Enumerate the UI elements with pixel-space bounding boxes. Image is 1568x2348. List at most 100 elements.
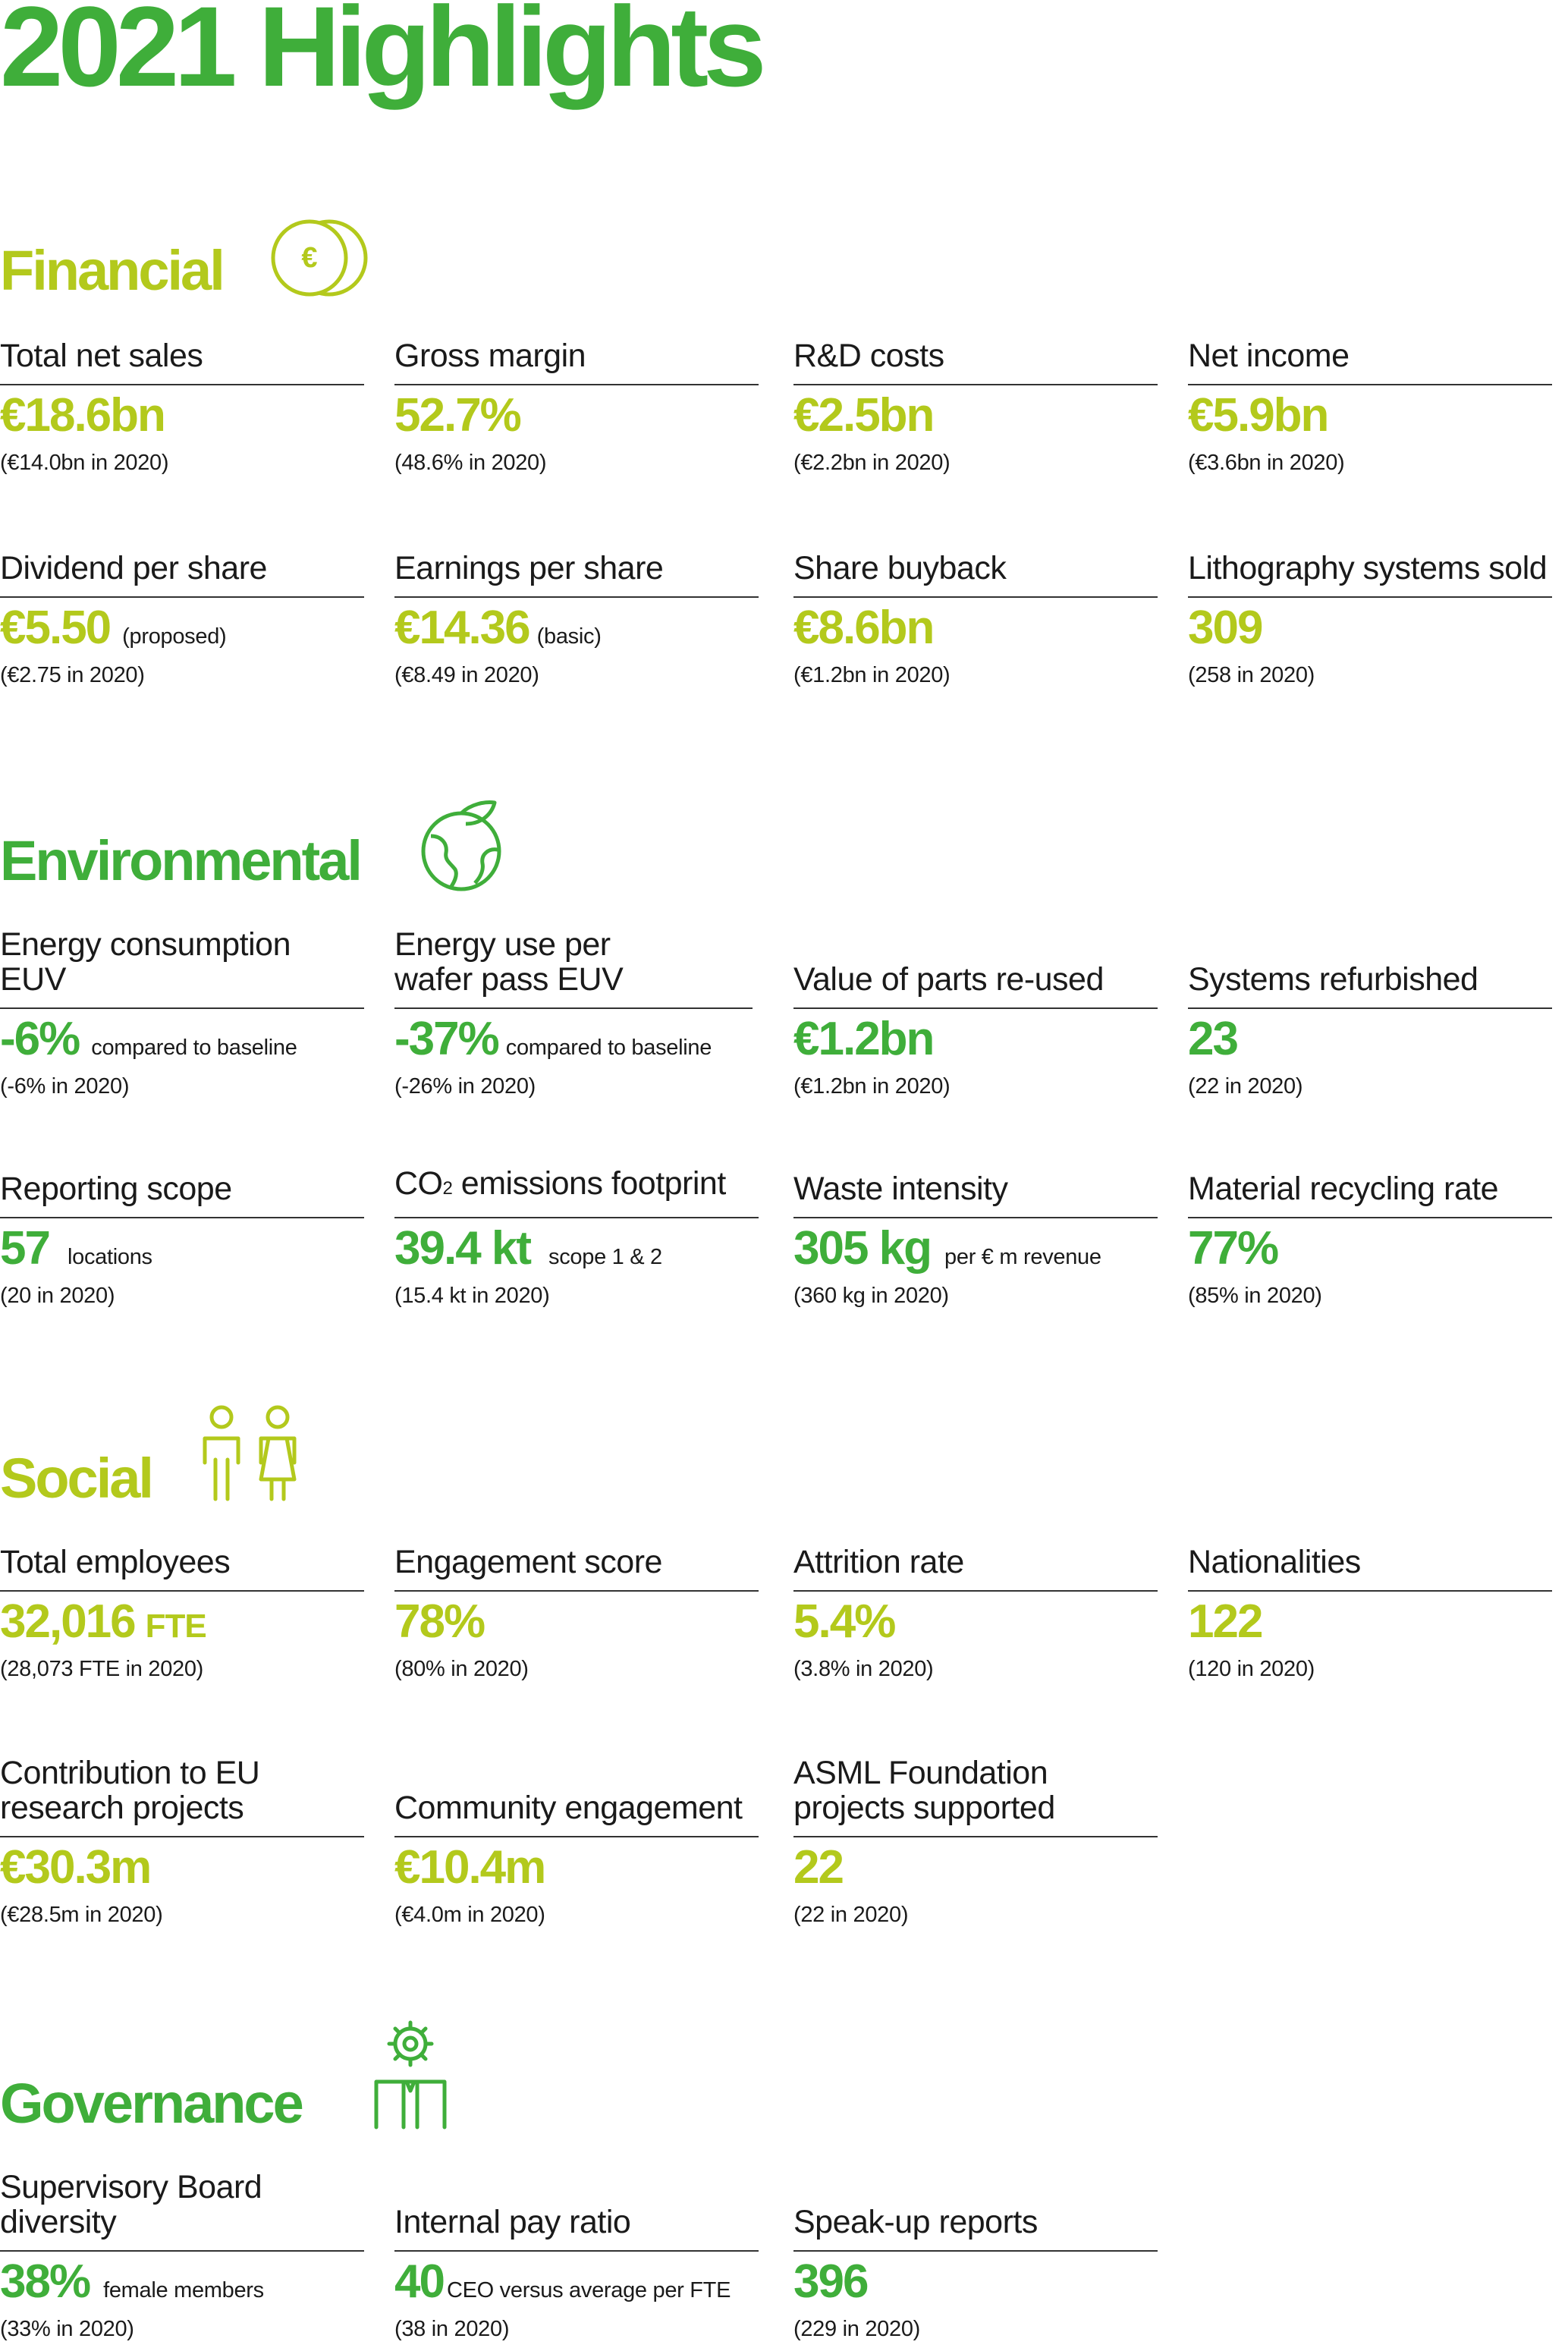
stat-prior-year: (28,073 FTE in 2020) xyxy=(0,1657,204,1681)
divider xyxy=(793,596,1158,598)
divider xyxy=(793,1217,1158,1218)
stat-label: Contribution to EU research projects xyxy=(0,1755,260,1826)
divider xyxy=(0,1217,364,1218)
globe-leaf-icon xyxy=(421,800,501,891)
stat-label: Waste intensity xyxy=(793,1171,1008,1207)
stat-value: -37% xyxy=(394,1013,500,1065)
divider xyxy=(793,384,1158,385)
people-icon xyxy=(203,1405,297,1501)
stat-prior-year: (258 in 2020) xyxy=(1188,663,1315,687)
financial-heading: Financial xyxy=(0,239,225,302)
stat-prior-year: (€3.6bn in 2020) xyxy=(1188,451,1345,475)
stat-value: 23 xyxy=(1188,1013,1239,1065)
stat-value: 122 xyxy=(1188,1595,1263,1648)
stat-value: €18.6bn xyxy=(0,389,166,442)
stat-value: €1.2bn xyxy=(793,1013,935,1065)
stat-qualifier: compared to baseline xyxy=(91,1036,297,1060)
divider xyxy=(394,2250,759,2252)
stat-prior-year: (120 in 2020) xyxy=(1188,1657,1315,1681)
stat-prior-year: (80% in 2020) xyxy=(394,1657,529,1681)
stat-prior-year: (360 kg in 2020) xyxy=(793,1284,949,1308)
divider xyxy=(1188,596,1552,598)
gear-person-icon xyxy=(374,2020,447,2130)
stat-value: 22 xyxy=(793,1841,844,1894)
stat-label: Nationalities xyxy=(1188,1544,1361,1580)
stat-prior-year: (€14.0bn in 2020) xyxy=(0,451,169,475)
stat-label: Earnings per share xyxy=(394,550,664,586)
stat-value: 396 xyxy=(793,2255,869,2308)
divider xyxy=(0,384,364,385)
stat-qualifier: female members xyxy=(103,2278,264,2302)
stat-value: €8.6bn xyxy=(793,602,935,654)
divider xyxy=(1188,1007,1552,1009)
stat-value: 5.4% xyxy=(793,1595,896,1648)
stat-value: 78% xyxy=(394,1595,485,1648)
stat-label: Net income xyxy=(1188,338,1350,374)
stat-label: Value of parts re-used xyxy=(793,961,1104,998)
stat-value: 32,016 xyxy=(0,1595,137,1648)
divider xyxy=(394,1007,753,1009)
stat-prior-year: (€2.75 in 2020) xyxy=(0,663,145,687)
stat-prior-year: (85% in 2020) xyxy=(1188,1284,1322,1308)
divider xyxy=(394,596,759,598)
stat-prior-year: (33% in 2020) xyxy=(0,2317,134,2341)
stat-prior-year: (€1.2bn in 2020) xyxy=(793,1074,951,1099)
stat-value: €5.9bn xyxy=(1188,389,1329,442)
stat-value: €2.5bn xyxy=(793,389,935,442)
stat-label: Community engagement xyxy=(394,1790,743,1826)
governance-heading: Governance xyxy=(0,2072,304,2135)
stat-qualifier: per € m revenue xyxy=(944,1245,1101,1269)
stat-qualifier: compared to baseline xyxy=(505,1036,712,1060)
stat-label: Material recycling rate xyxy=(1188,1171,1499,1207)
divider xyxy=(0,1836,364,1837)
stat-prior-year: (48.6% in 2020) xyxy=(394,451,547,475)
euro-coins-icon: € xyxy=(271,219,368,297)
stat-prior-year: (€4.0m in 2020) xyxy=(394,1903,545,1927)
stat-unit: FTE xyxy=(145,1608,207,1645)
stat-value: 305 kg xyxy=(793,1222,932,1275)
stat-label: CO2 emissions footprint xyxy=(394,1165,726,1202)
stat-value: €14.36 xyxy=(394,602,531,654)
stat-prior-year: (22 in 2020) xyxy=(793,1903,909,1927)
stat-label: Gross margin xyxy=(394,338,586,374)
divider xyxy=(793,2250,1158,2252)
stat-value: 39.4 kt xyxy=(394,1222,532,1275)
stat-value: 309 xyxy=(1188,602,1263,654)
stat-value: 40 xyxy=(394,2255,445,2308)
stat-label: Engagement score xyxy=(394,1544,662,1580)
stat-prior-year: (3.8% in 2020) xyxy=(793,1657,934,1681)
divider xyxy=(1188,1590,1552,1592)
stat-value: €5.50 xyxy=(0,602,112,654)
stat-prior-year: (-6% in 2020) xyxy=(0,1074,130,1099)
page-title: 2021 Highlights xyxy=(0,0,767,110)
stat-prior-year: (15.4 kt in 2020) xyxy=(394,1284,550,1308)
divider xyxy=(394,1217,759,1218)
stat-label: Lithography systems sold xyxy=(1188,550,1548,586)
divider xyxy=(0,2250,364,2252)
stat-label: Attrition rate xyxy=(793,1544,964,1580)
stat-prior-year: (€8.49 in 2020) xyxy=(394,663,539,687)
stat-qualifier: (basic) xyxy=(536,624,602,649)
divider xyxy=(793,1836,1158,1837)
stat-value: 52.7% xyxy=(394,389,522,442)
stat-label: Supervisory Board diversity xyxy=(0,2169,262,2240)
stat-prior-year: (€2.2bn in 2020) xyxy=(793,451,951,475)
stat-prior-year: (229 in 2020) xyxy=(793,2317,920,2341)
stat-label: Energy use per wafer pass EUV xyxy=(394,926,624,998)
social-heading: Social xyxy=(0,1447,154,1510)
svg-text:€: € xyxy=(301,242,317,274)
divider xyxy=(793,1007,1158,1009)
stat-value: €10.4m xyxy=(394,1841,546,1894)
stat-prior-year: (-26% in 2020) xyxy=(394,1074,536,1099)
stat-label: Systems refurbished xyxy=(1188,961,1478,998)
stat-value: -6% xyxy=(0,1013,80,1065)
stat-label: Share buyback xyxy=(793,550,1007,586)
divider xyxy=(0,1007,364,1009)
divider xyxy=(793,1590,1158,1592)
stat-qualifier: locations xyxy=(67,1245,152,1269)
stat-value: €30.3m xyxy=(0,1841,152,1894)
stat-prior-year: (38 in 2020) xyxy=(394,2317,510,2341)
stat-label: ASML Foundation projects supported xyxy=(793,1755,1055,1826)
stat-label: Total net sales xyxy=(0,338,203,374)
divider xyxy=(1188,384,1552,385)
